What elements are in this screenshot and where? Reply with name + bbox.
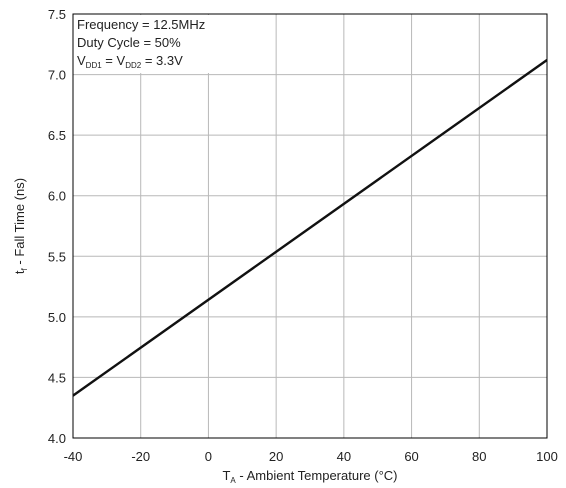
series-group xyxy=(72,59,548,397)
fall-time-series-line xyxy=(72,59,548,397)
x-tick-label: 20 xyxy=(269,449,283,464)
x-tick-label: -40 xyxy=(64,449,83,464)
annotation-frequency: Frequency = 12.5MHz xyxy=(77,17,205,32)
y-tick-label: 4.0 xyxy=(48,431,66,446)
grid xyxy=(72,13,548,439)
y-tick-label: 7.5 xyxy=(48,7,66,22)
y-axis-ticks: 4.0 4.5 5.0 5.5 6.0 6.5 7.0 7.5 xyxy=(48,7,66,446)
plot-area-frame xyxy=(72,13,548,439)
y-tick-label: 6.0 xyxy=(48,189,66,204)
x-tick-label: 40 xyxy=(337,449,351,464)
y-tick-label: 5.5 xyxy=(48,249,66,264)
x-tick-label: -20 xyxy=(131,449,150,464)
x-tick-label: 80 xyxy=(472,449,486,464)
x-axis-label: TA - Ambient Temperature (°C) xyxy=(222,468,397,485)
y-tick-label: 7.0 xyxy=(48,68,66,83)
x-tick-label: 0 xyxy=(205,449,212,464)
x-axis-ticks: -40 -20 0 20 40 60 80 100 xyxy=(64,449,558,464)
y-axis-label: tf - Fall Time (ns) xyxy=(12,178,29,274)
annotation-supply-voltage: VDD1 = VDD2 = 3.3V xyxy=(77,53,183,70)
x-tick-label: 100 xyxy=(536,449,558,464)
annotation-background xyxy=(74,15,234,73)
annotation-duty-cycle: Duty Cycle = 50% xyxy=(77,35,181,50)
y-tick-label: 5.0 xyxy=(48,310,66,325)
x-tick-label: 60 xyxy=(404,449,418,464)
annotation-box: Frequency = 12.5MHz Duty Cycle = 50% VDD… xyxy=(74,15,234,73)
y-tick-label: 6.5 xyxy=(48,128,66,143)
y-tick-label: 4.5 xyxy=(48,370,66,385)
